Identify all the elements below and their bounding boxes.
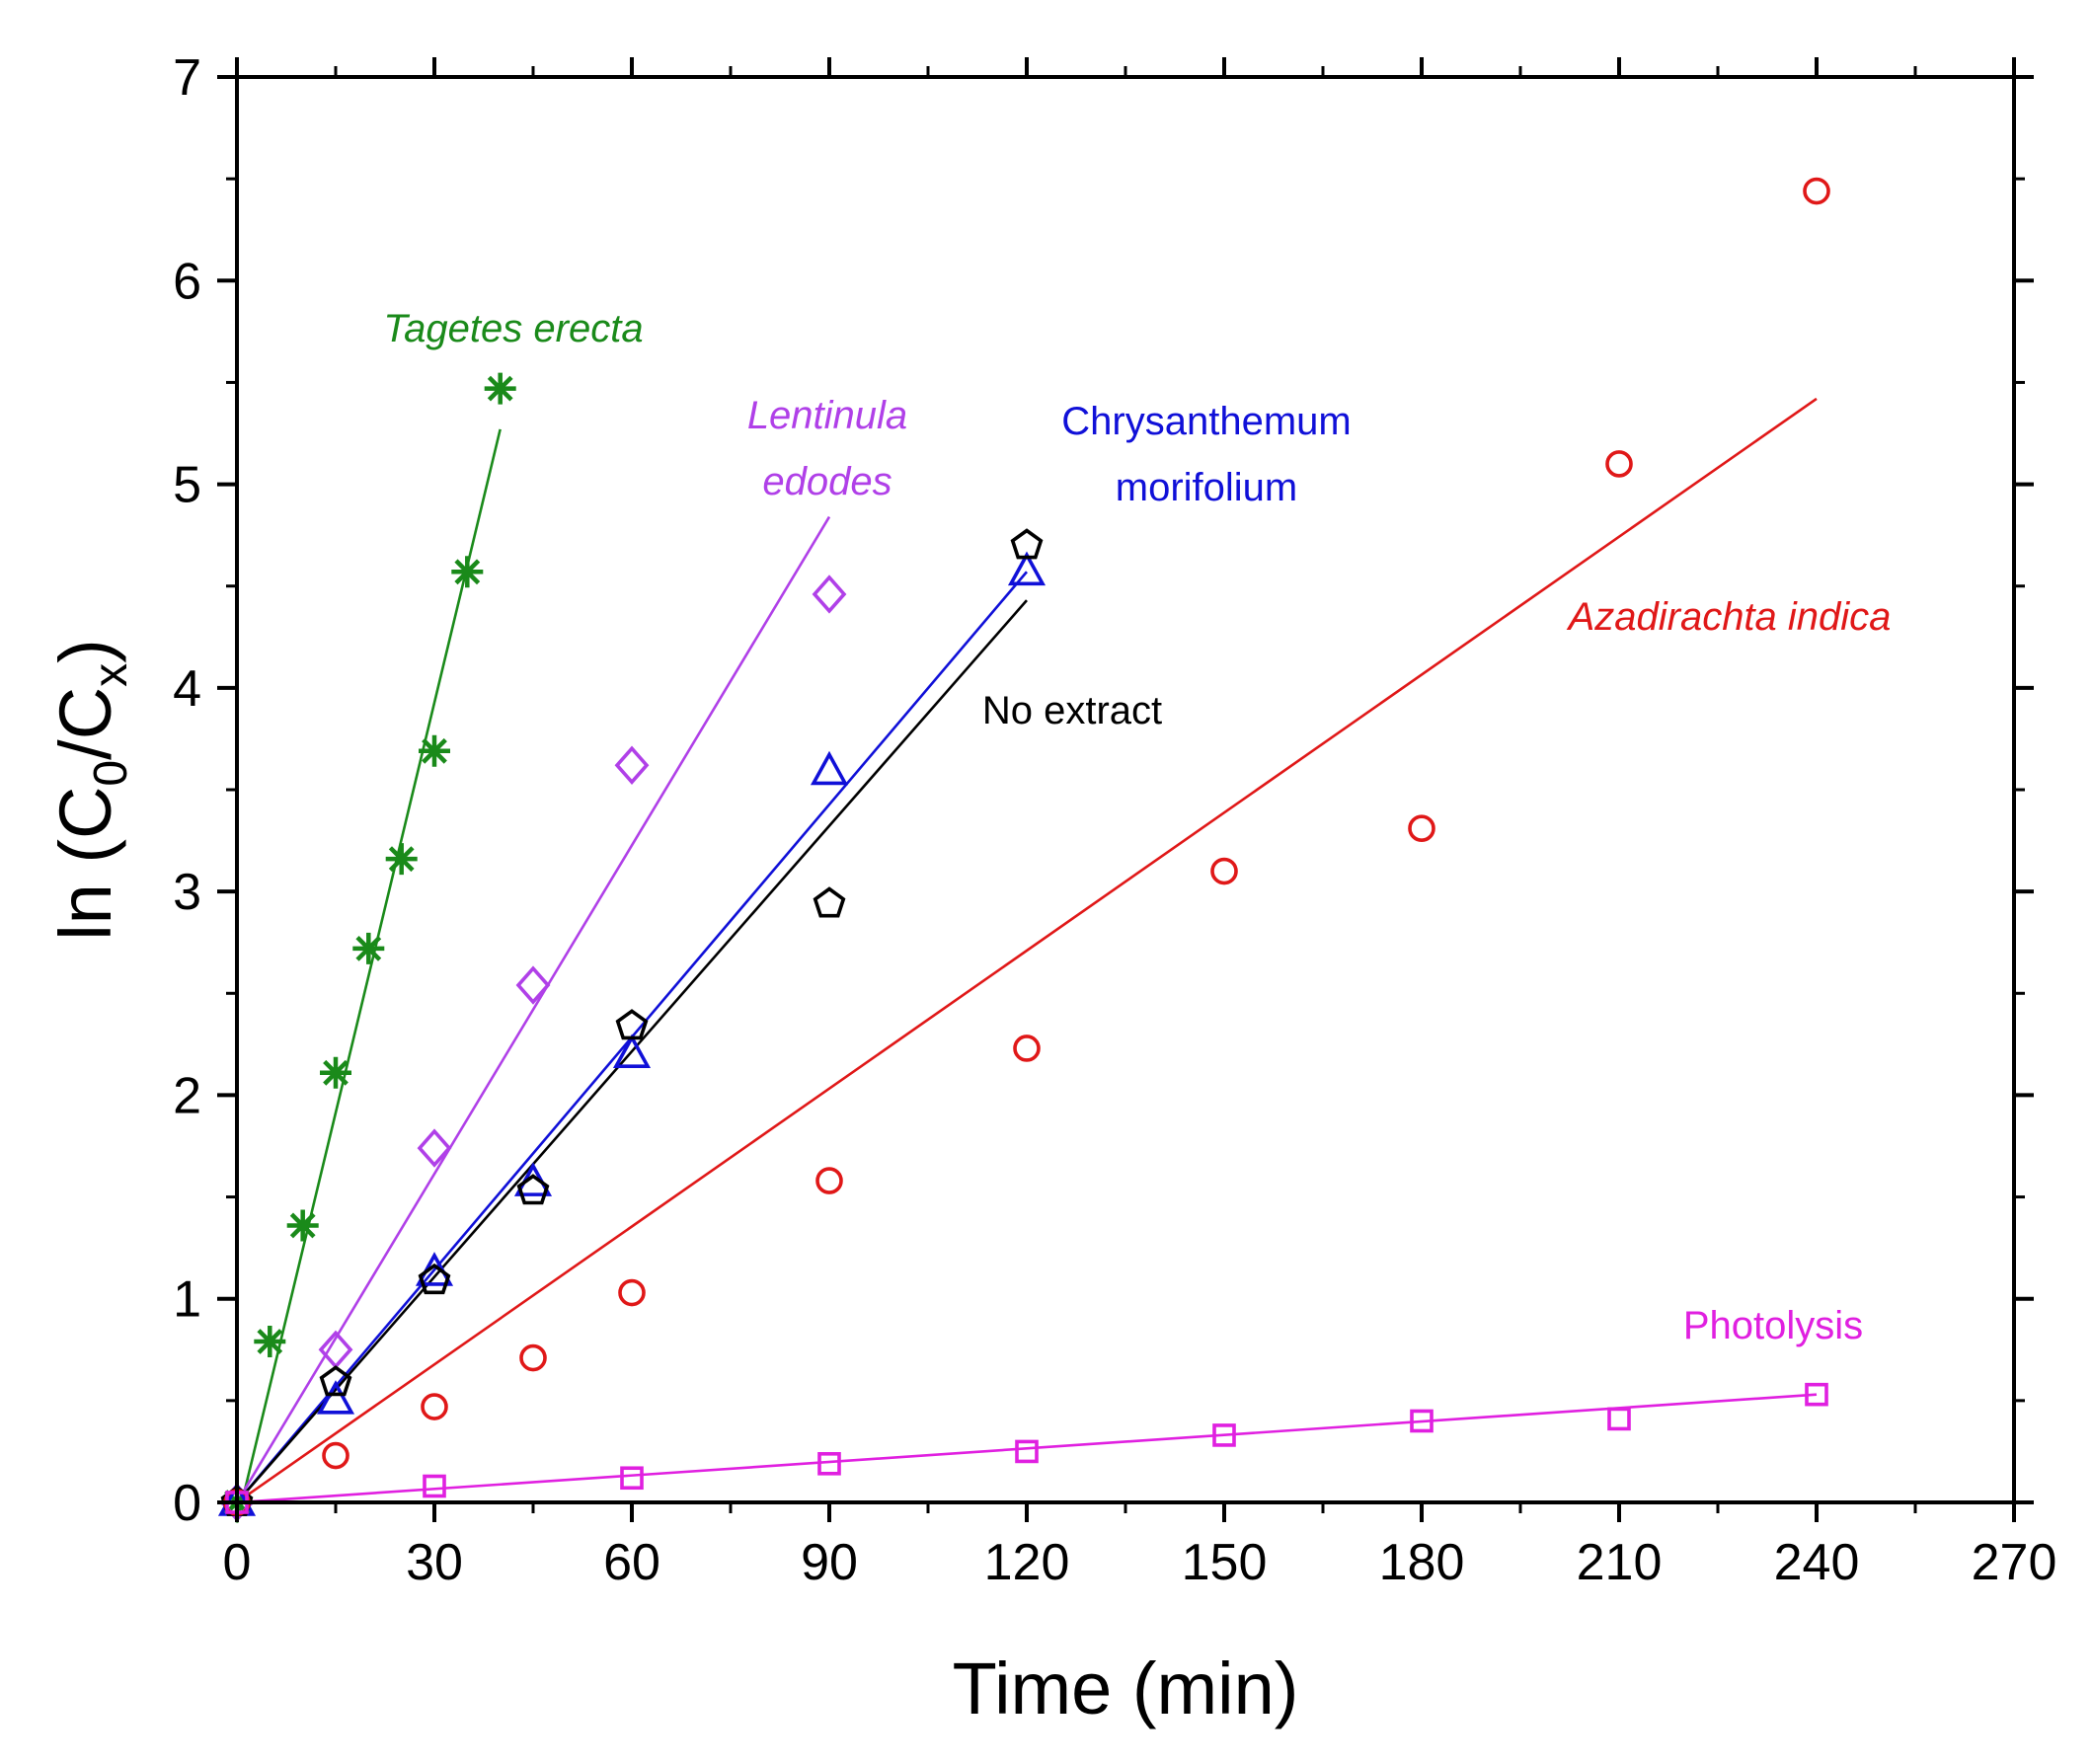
y-tick-label: 7: [173, 49, 201, 107]
series-label-photolysis: Photolysis: [1683, 1304, 1863, 1347]
series-labels: Tagetes erecta Lentinula edodes Chrysanthem…: [383, 307, 1891, 1347]
y-tick-label: 1: [173, 1271, 201, 1329]
data-point-azadirachta-indica: [322, 1441, 349, 1470]
data-point-lentinula-edodes: [515, 965, 551, 1005]
data-point-lentinula-edodes: [812, 575, 847, 614]
x-tick-label: 240: [1774, 1534, 1860, 1591]
series-label-lentinula-edodes: Lentinula: [747, 394, 907, 437]
data-point-photolysis: [1410, 1409, 1434, 1433]
y-tick-label: 0: [173, 1475, 201, 1532]
data-point-no-extract: [615, 1009, 649, 1040]
data-point-lentinula-edodes: [417, 1128, 452, 1168]
y-title-mid: /C: [44, 687, 126, 760]
data-point-photolysis: [817, 1452, 841, 1476]
plot-area: Tagetes erecta Lentinula edodes Chrysanthem…: [217, 177, 1891, 1523]
data-point-chrysanthemum-morifolium: [316, 1380, 355, 1415]
y-tick-label: 2: [173, 1067, 201, 1124]
data-point-photolysis: [1212, 1423, 1236, 1447]
plot-frame: [235, 75, 2016, 1504]
y-title-suffix: ): [44, 639, 126, 663]
y-axis-title: ln (C0/Cx): [44, 639, 137, 941]
x-axis-title: Time (min): [953, 1648, 1299, 1729]
data-point-azadirachta-indica: [519, 1343, 547, 1372]
data-point-no-extract: [319, 1365, 352, 1397]
y-tick-label: 3: [173, 864, 201, 921]
series-label-azadirachta-indica: Azadirachta indica: [1567, 595, 1892, 639]
data-point-photolysis: [620, 1466, 644, 1491]
data-point-tagetes-erecta: [320, 1056, 351, 1089]
data-point-tagetes-erecta: [385, 843, 418, 876]
data-point-tagetes-erecta: [419, 734, 450, 767]
x-tick-label: 180: [1379, 1534, 1465, 1591]
y-tick-label: 5: [173, 457, 201, 514]
x-tick-label: 90: [801, 1534, 858, 1591]
data-point-photolysis: [1607, 1407, 1631, 1431]
data-point-photolysis: [423, 1474, 446, 1498]
y-tick-label: 6: [173, 253, 201, 310]
y-title-sub0: 0: [85, 760, 137, 787]
fit-line-azadirachta-indica: [236, 397, 1818, 1504]
data-point-no-extract: [813, 886, 846, 918]
data-point-tagetes-erecta: [451, 556, 484, 588]
data-point-chrysanthemum-morifolium: [612, 1034, 652, 1068]
x-tick-label: 270: [1972, 1534, 2057, 1591]
data-point-azadirachta-indica: [1605, 450, 1633, 478]
data-point-chrysanthemum-morifolium: [810, 750, 849, 786]
data-point-azadirachta-indica: [1210, 857, 1238, 885]
data-point-tagetes-erecta: [286, 1209, 319, 1242]
x-axis: 0 30 60 90 120 150 180 210 240 270: [223, 57, 2057, 1591]
data-point-azadirachta-indica: [1803, 177, 1830, 205]
series-label-no-extract: No extract: [982, 689, 1162, 732]
fit-line-tagetes-erecta: [235, 428, 502, 1523]
x-tick-label: 0: [223, 1534, 252, 1591]
data-point-tagetes-erecta: [352, 932, 385, 964]
fit-line-photolysis: [236, 1393, 1818, 1504]
data-point-tagetes-erecta: [254, 1326, 286, 1357]
series-label-tagetes-erecta: Tagetes erecta: [383, 307, 643, 350]
y-tick-label: 4: [173, 660, 201, 718]
fit-line-lentinula-edodes: [235, 515, 831, 1503]
x-tick-label: 60: [603, 1534, 660, 1591]
data-point-no-extract: [1010, 528, 1044, 560]
y-title-subx: x: [85, 663, 137, 687]
data-markers: [217, 177, 1830, 1522]
data-point-photolysis: [1015, 1439, 1039, 1464]
fit-line-no-extract: [236, 599, 1028, 1503]
data-point-azadirachta-indica: [421, 1393, 448, 1420]
data-point-azadirachta-indica: [815, 1167, 843, 1194]
series-label-chrysanthemum-morifolium: Chrysanthemum: [1061, 400, 1351, 443]
data-point-no-extract: [516, 1174, 550, 1205]
data-point-tagetes-erecta: [484, 372, 516, 405]
y-axis: 0 1 2 3 4 5 6 7: [173, 49, 2034, 1532]
series-label-lentinula-edodes: edodes: [762, 460, 891, 503]
data-point-no-extract: [418, 1263, 451, 1295]
x-tick-label: 120: [984, 1534, 1070, 1591]
x-tick-label: 30: [406, 1534, 463, 1591]
data-point-azadirachta-indica: [1408, 814, 1435, 842]
data-point-photolysis: [1805, 1382, 1828, 1407]
x-tick-label: 210: [1577, 1534, 1663, 1591]
data-point-lentinula-edodes: [614, 745, 650, 785]
data-point-azadirachta-indica: [618, 1278, 646, 1307]
x-tick-label: 150: [1182, 1534, 1268, 1591]
series-label-chrysanthemum-morifolium: morifolium: [1116, 466, 1297, 509]
data-point-chrysanthemum-morifolium: [1007, 551, 1046, 586]
y-title-prefix: ln (C: [44, 787, 126, 941]
data-point-azadirachta-indica: [1013, 1035, 1041, 1062]
